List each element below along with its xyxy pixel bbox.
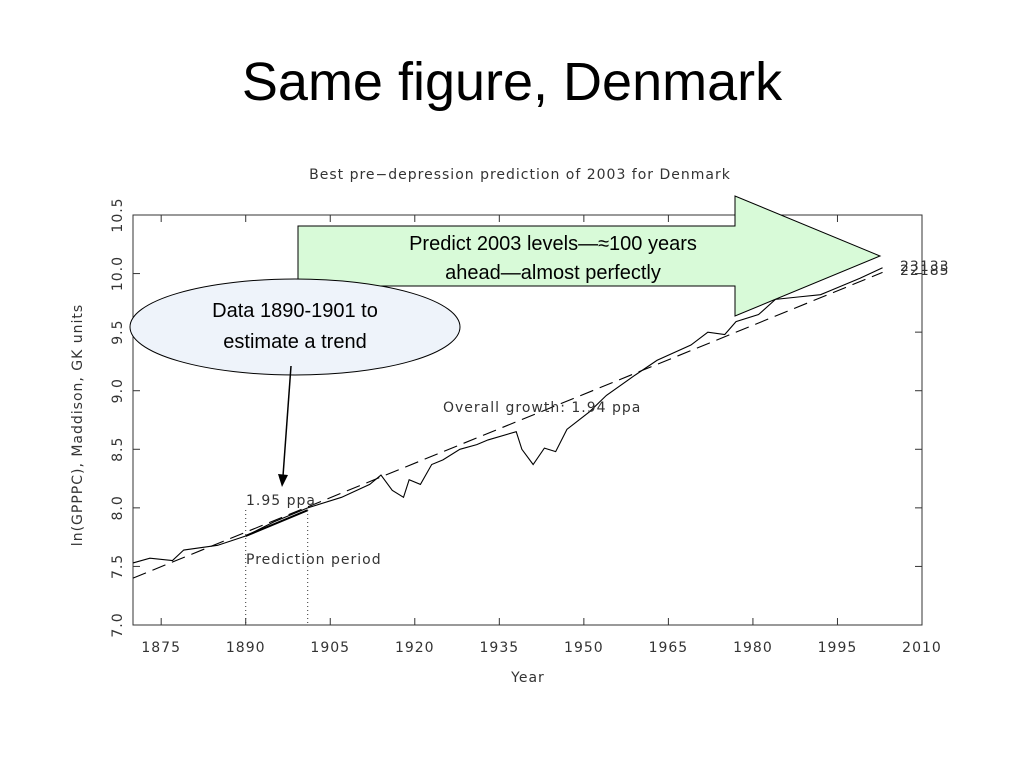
plot: 1875 1890 1905 1920 1935 1950 1965 1980 1995 2010… bbox=[110, 197, 950, 656]
y-tick-label: 7.5 bbox=[110, 554, 126, 579]
x-tick-label: 1950 bbox=[564, 640, 604, 656]
callout-ellipse bbox=[129, 278, 461, 376]
x-tick-label: 1980 bbox=[733, 640, 773, 656]
series-line bbox=[132, 267, 883, 564]
end-label: 22185 bbox=[900, 263, 950, 279]
x-tick-label: 1995 bbox=[818, 640, 858, 656]
chart-title: Best pre−depression prediction of 2003 f… bbox=[309, 167, 731, 183]
x-tick-label: 1905 bbox=[310, 640, 350, 656]
y-tick-label: 9.0 bbox=[110, 378, 126, 403]
end-label: 23133 bbox=[900, 259, 950, 275]
x-tick-label: 1920 bbox=[395, 640, 435, 656]
y-tick-label: 10.5 bbox=[110, 197, 126, 232]
y-tick-label: 8.0 bbox=[110, 495, 126, 520]
series-line bbox=[132, 271, 883, 579]
slide-title: Same figure, Denmark bbox=[242, 52, 783, 112]
y-tick-label: 7.0 bbox=[110, 612, 126, 637]
x-tick-label: 1890 bbox=[226, 640, 266, 656]
pointer-line bbox=[282, 365, 292, 477]
y-tick-label: 10.0 bbox=[110, 256, 126, 291]
x-tick-label: 2010 bbox=[902, 640, 942, 656]
series-line bbox=[245, 509, 309, 537]
pointer-head bbox=[278, 474, 288, 487]
series-annotation: 1.95 ppa bbox=[246, 493, 316, 509]
period-label: Prediction period bbox=[246, 552, 382, 568]
ellipse-callout: Data 1890-1901 to estimate a trend bbox=[129, 278, 461, 487]
ellipse-text: estimate a trend bbox=[223, 331, 366, 353]
y-tick-label: 9.5 bbox=[110, 320, 126, 345]
arrow-text: ahead—almost perfectly bbox=[445, 262, 661, 284]
x-tick-label: 1935 bbox=[480, 640, 520, 656]
ellipse-text: Data 1890-1901 to bbox=[212, 300, 378, 322]
x-axis-label: Year bbox=[510, 670, 545, 686]
x-tick-label: 1965 bbox=[649, 640, 689, 656]
y-tick-label: 8.5 bbox=[110, 437, 126, 462]
plot-frame bbox=[132, 214, 923, 626]
arrow-text: Predict 2003 levels—≈100 years bbox=[409, 233, 697, 255]
series-annotation: Overall growth: 1.94 ppa bbox=[443, 400, 641, 416]
x-tick-label: 1875 bbox=[141, 640, 181, 656]
y-axis-label: ln(GPPPC), Maddison, GK units bbox=[70, 304, 86, 546]
